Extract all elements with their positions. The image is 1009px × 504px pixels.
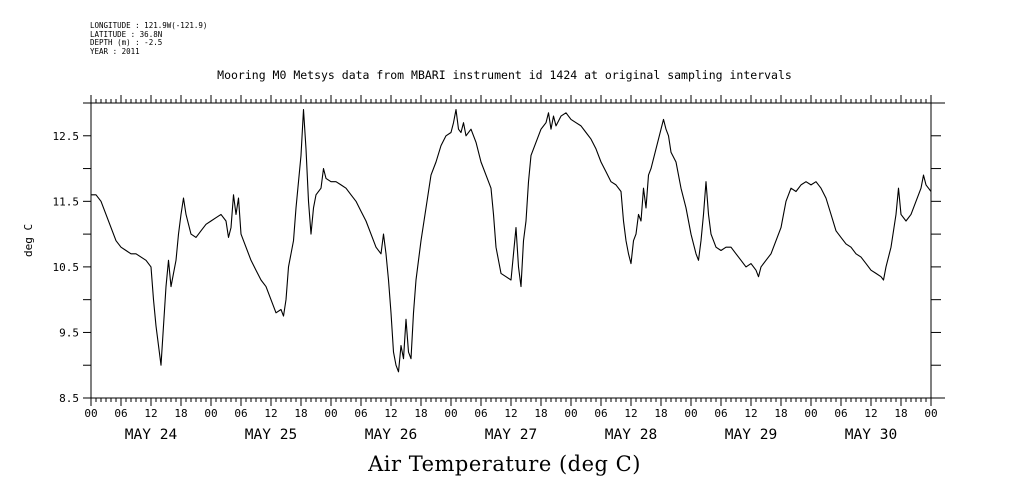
x-day-label: MAY 24: [125, 427, 178, 443]
x-day-label: MAY 27: [485, 427, 537, 443]
x-axis-label: Air Temperature (deg C): [368, 452, 641, 476]
x-day-label: MAY 28: [605, 427, 657, 443]
x-tick-label: 12: [264, 407, 277, 420]
x-tick-label: 00: [324, 407, 337, 420]
x-tick-label: 06: [114, 407, 127, 420]
x-tick-label: 06: [354, 407, 367, 420]
x-tick-label: 00: [564, 407, 577, 420]
x-tick-label: 00: [444, 407, 457, 420]
y-tick-label: 10.5: [53, 261, 80, 274]
x-tick-label: 00: [924, 407, 937, 420]
x-tick-label: 18: [654, 407, 667, 420]
x-tick-label: 12: [744, 407, 757, 420]
x-tick-label: 12: [864, 407, 877, 420]
x-tick-label: 18: [894, 407, 907, 420]
x-tick-label: 00: [204, 407, 217, 420]
x-tick-label: 18: [774, 407, 787, 420]
x-tick-label: 12: [624, 407, 637, 420]
meta-latitude: LATITUDE : 36.8N: [90, 29, 163, 39]
x-tick-label: 00: [684, 407, 697, 420]
meta-depth: DEPTH (m) : -2.5: [90, 38, 163, 48]
x-tick-label: 18: [534, 407, 547, 420]
x-tick-label: 18: [294, 407, 307, 420]
x-tick-label: 12: [504, 407, 517, 420]
x-tick-label: 00: [804, 407, 817, 420]
x-tick-label: 06: [474, 407, 487, 420]
metadata-block: LONGITUDE : 121.9W(-121.9) LATITUDE : 36…: [90, 21, 208, 56]
x-tick-label: 06: [834, 407, 847, 420]
x-tick-label: 12: [144, 407, 157, 420]
x-tick-label: 12: [384, 407, 397, 420]
x-tick-label: 06: [234, 407, 247, 420]
x-tick-label: 18: [414, 407, 427, 420]
y-tick-label: 9.5: [59, 326, 79, 339]
y-tick-label: 11.5: [53, 195, 80, 208]
meta-longitude: LONGITUDE : 121.9W(-121.9): [90, 21, 208, 30]
x-tick-label: 06: [714, 407, 727, 420]
x-tick-label: 18: [174, 407, 187, 420]
meta-year: YEAR : 2011: [90, 46, 140, 56]
series-line: [91, 109, 932, 373]
x-day-label: MAY 25: [245, 427, 297, 443]
y-tick-label: 8.5: [59, 392, 79, 405]
x-day-label: MAY 30: [845, 427, 897, 443]
y-tick-label: 12.5: [53, 130, 80, 143]
chart-title: Mooring M0 Metsys data from MBARI instru…: [217, 68, 792, 82]
x-tick-label: 06: [594, 407, 607, 420]
x-day-label: MAY 29: [725, 427, 777, 443]
x-day-label: MAY 26: [365, 427, 417, 443]
x-tick-label: 00: [84, 407, 97, 420]
